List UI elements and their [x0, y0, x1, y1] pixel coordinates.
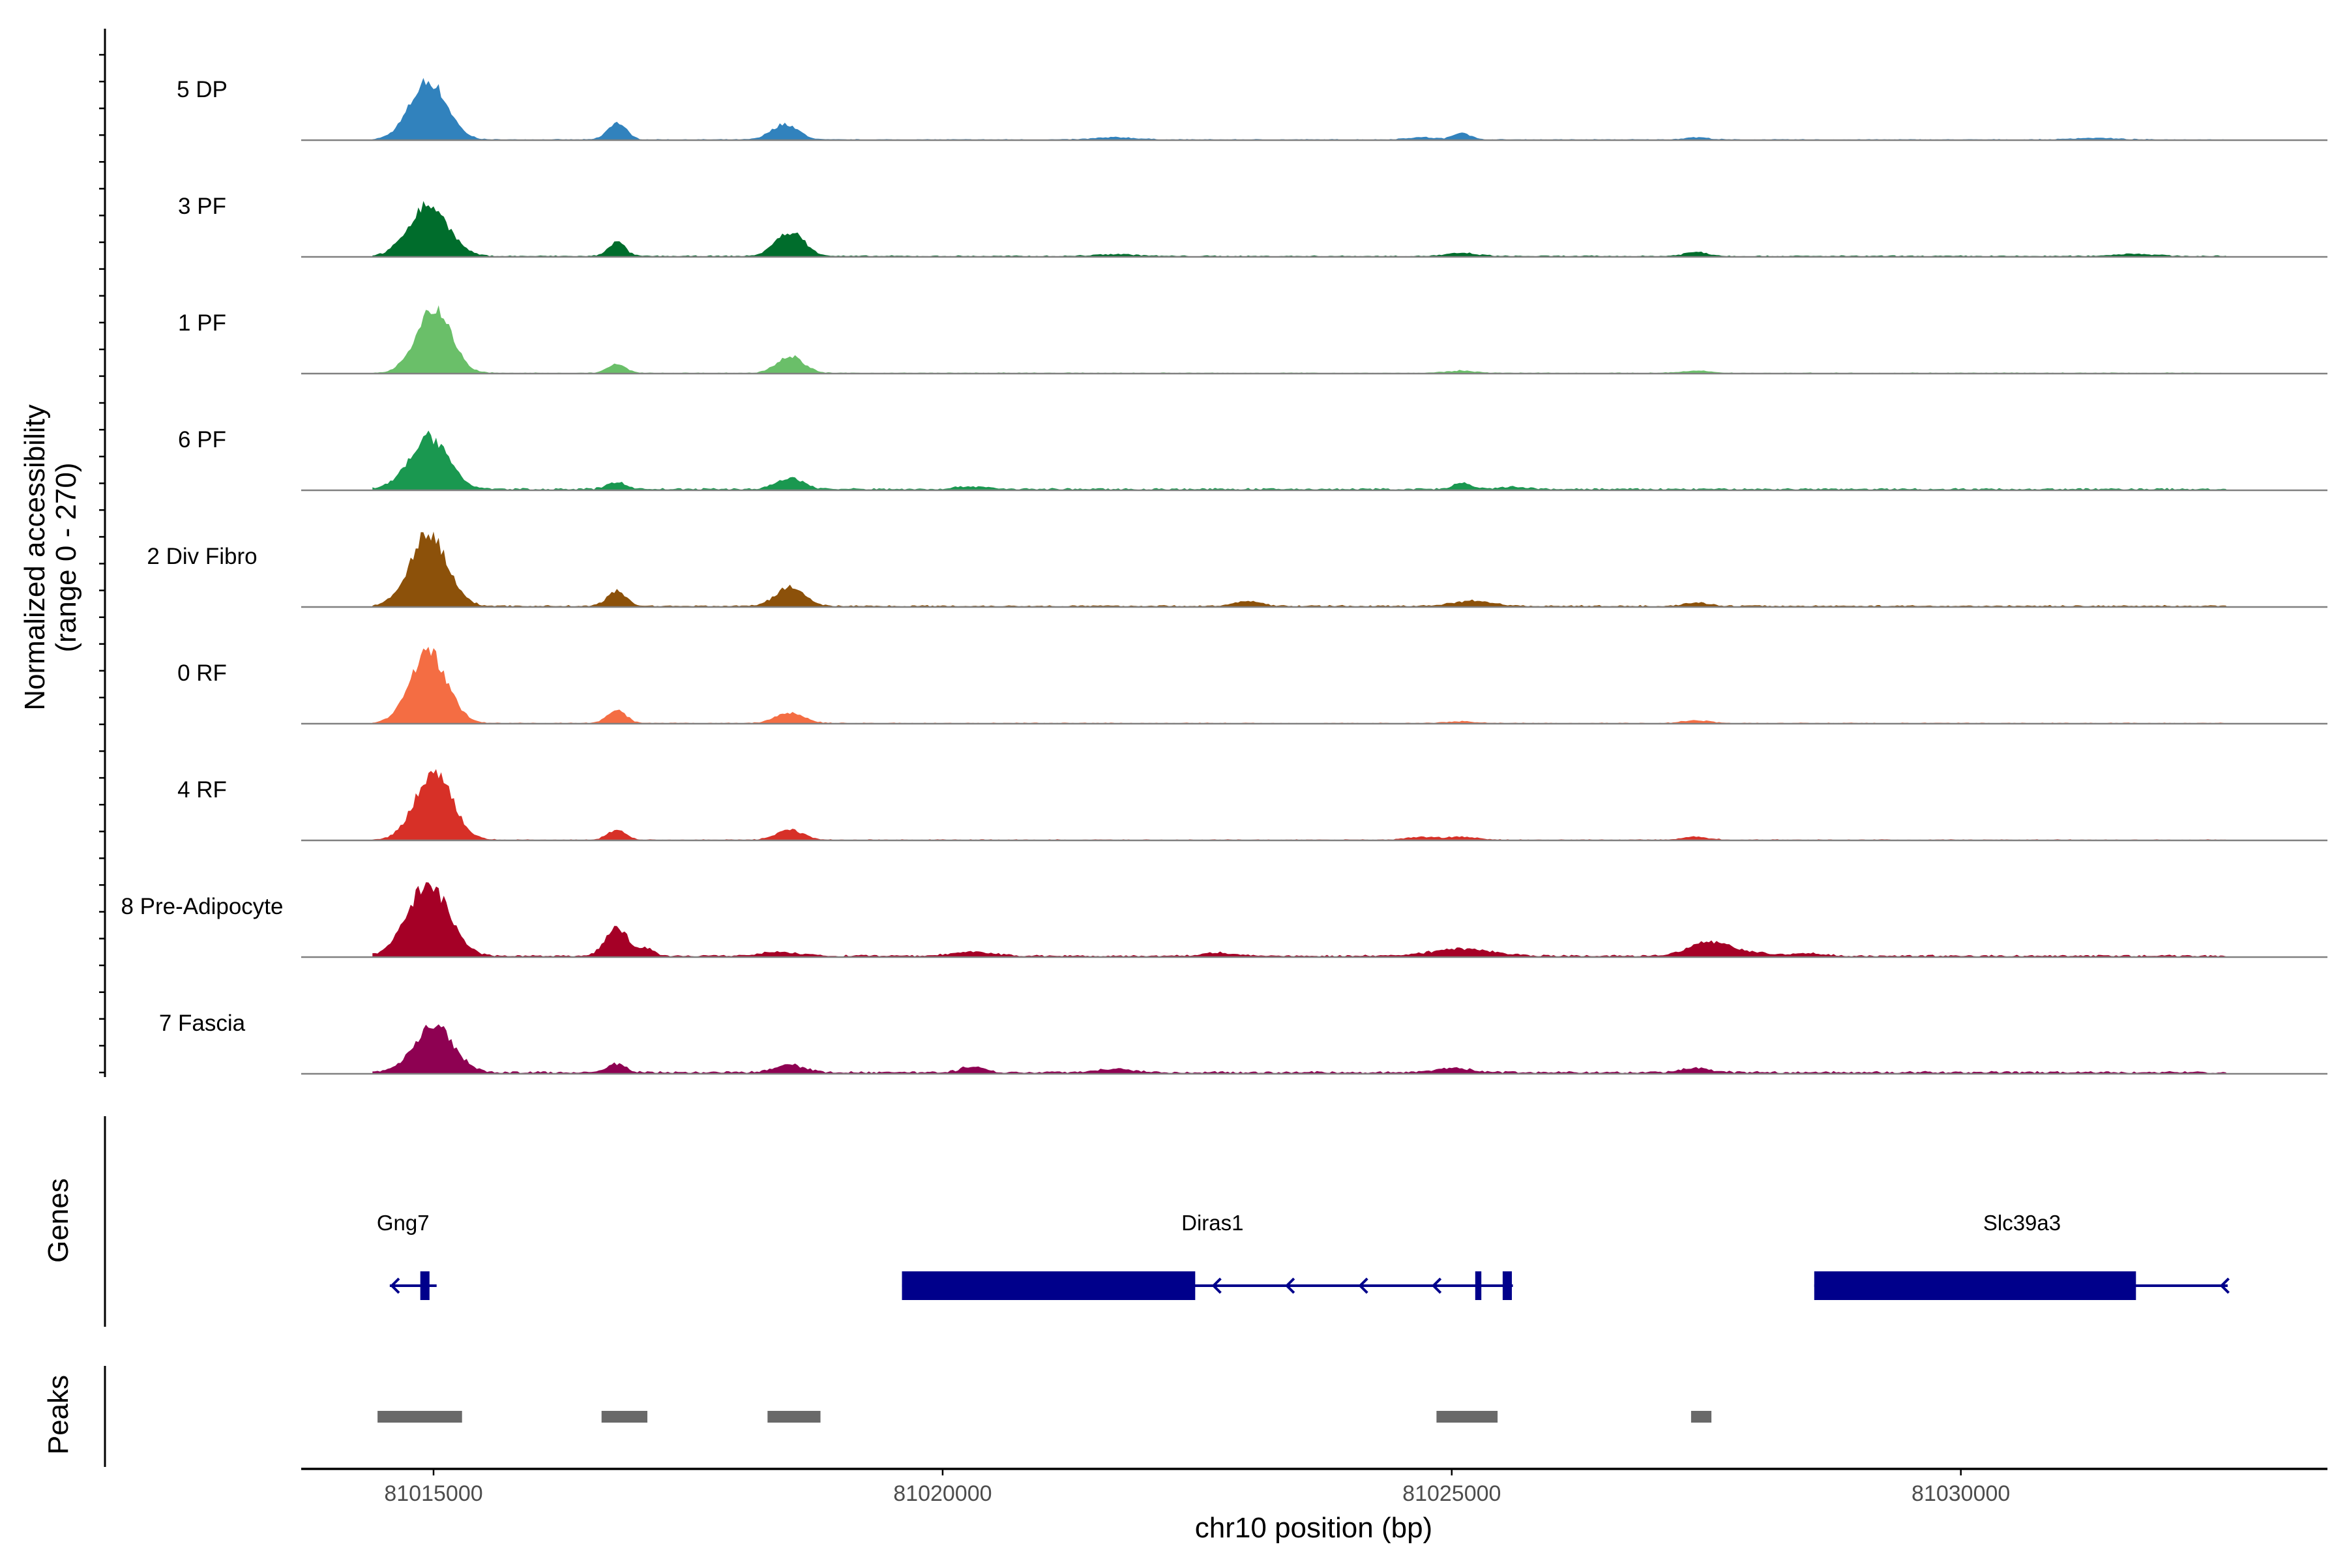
- peak-region: [601, 1411, 647, 1423]
- x-axis-title: chr10 position (bp): [1195, 1512, 1432, 1544]
- gene-exon: [902, 1271, 1196, 1300]
- gene-gng7: Gng7: [377, 1211, 437, 1300]
- track-9: 7 Fascia: [159, 1011, 2327, 1075]
- track-4: 6 PF: [178, 427, 2327, 492]
- peak-region: [767, 1411, 821, 1423]
- track-label: 8 Pre-Adipocyte: [121, 894, 283, 919]
- y-axis-title-line1: Normalized accessibility: [19, 404, 51, 710]
- strand-arrow-icon: [390, 1277, 400, 1294]
- x-tick-label: 81015000: [384, 1481, 482, 1506]
- coverage-area: [372, 647, 2228, 724]
- coverage-area: [372, 882, 2228, 957]
- track-label: 2 Div Fibro: [147, 544, 257, 569]
- track-label: 6 PF: [178, 427, 226, 452]
- track-label: 1 PF: [178, 310, 226, 336]
- coverage-area: [372, 1024, 2228, 1074]
- peak-region: [1436, 1411, 1498, 1423]
- gene-exon: [1814, 1271, 2136, 1300]
- coverage-area: [372, 531, 2228, 607]
- coverage-area: [372, 430, 2228, 490]
- gene-exon: [1502, 1271, 1512, 1300]
- coverage-y-axis: [99, 29, 106, 1077]
- coverage-tracks: 5 DP 3 PF 1 PF 6 PF 2 Div Fibro 0 RF 4 RF 8 Pre…: [121, 77, 2327, 1075]
- gene-diras1: Diras1: [902, 1211, 1513, 1300]
- track-8: 8 Pre-Adipocyte: [121, 882, 2327, 958]
- gene-label: Diras1: [1181, 1211, 1243, 1235]
- peaks-panel-title: Peaks: [42, 1375, 74, 1455]
- peak-region: [1690, 1411, 1712, 1423]
- gene-slc39a3: Slc39a3: [1814, 1211, 2230, 1300]
- x-tick-label: 81020000: [893, 1481, 992, 1506]
- x-tick-label: 81030000: [1912, 1481, 2010, 1506]
- gene-exon: [420, 1271, 430, 1300]
- track-5: 2 Div Fibro: [147, 531, 2327, 608]
- genes-panel-title: Genes: [42, 1178, 74, 1263]
- peak-region: [377, 1411, 462, 1423]
- track-1: 5 DP: [177, 77, 2327, 141]
- coverage-area: [372, 78, 2228, 140]
- track-3: 1 PF: [178, 305, 2327, 375]
- strand-arrow-icon: [1358, 1277, 1368, 1294]
- coverage-area: [372, 201, 2228, 257]
- peaks-panel: [104, 1366, 1712, 1467]
- track-label: 5 DP: [177, 77, 228, 102]
- strand-arrow-icon: [1211, 1277, 1222, 1294]
- track-label: 0 RF: [177, 660, 227, 686]
- coverage-area: [372, 305, 2228, 374]
- x-axis: 81015000 81020000 81025000 81030000: [301, 1468, 2327, 1506]
- track-label: 7 Fascia: [159, 1011, 246, 1036]
- gene-label: Slc39a3: [1983, 1211, 2061, 1235]
- track-6: 0 RF: [177, 647, 2327, 725]
- coverage-area: [372, 769, 2228, 840]
- strand-arrow-icon: [2219, 1277, 2230, 1294]
- track-label: 3 PF: [178, 194, 226, 219]
- strand-arrow-icon: [1431, 1277, 1442, 1294]
- y-axis-title-line2: (range 0 - 270): [50, 462, 82, 652]
- gene-label: Gng7: [377, 1211, 430, 1235]
- gene-exon: [1475, 1271, 1482, 1300]
- x-tick-label: 81025000: [1402, 1481, 1501, 1506]
- strand-arrow-icon: [1285, 1277, 1295, 1294]
- genes-panel: Gng7 Diras1 Slc39a3: [104, 1116, 2230, 1327]
- track-7: 4 RF: [177, 769, 2327, 842]
- track-2: 3 PF: [178, 194, 2327, 258]
- track-label: 4 RF: [177, 777, 227, 803]
